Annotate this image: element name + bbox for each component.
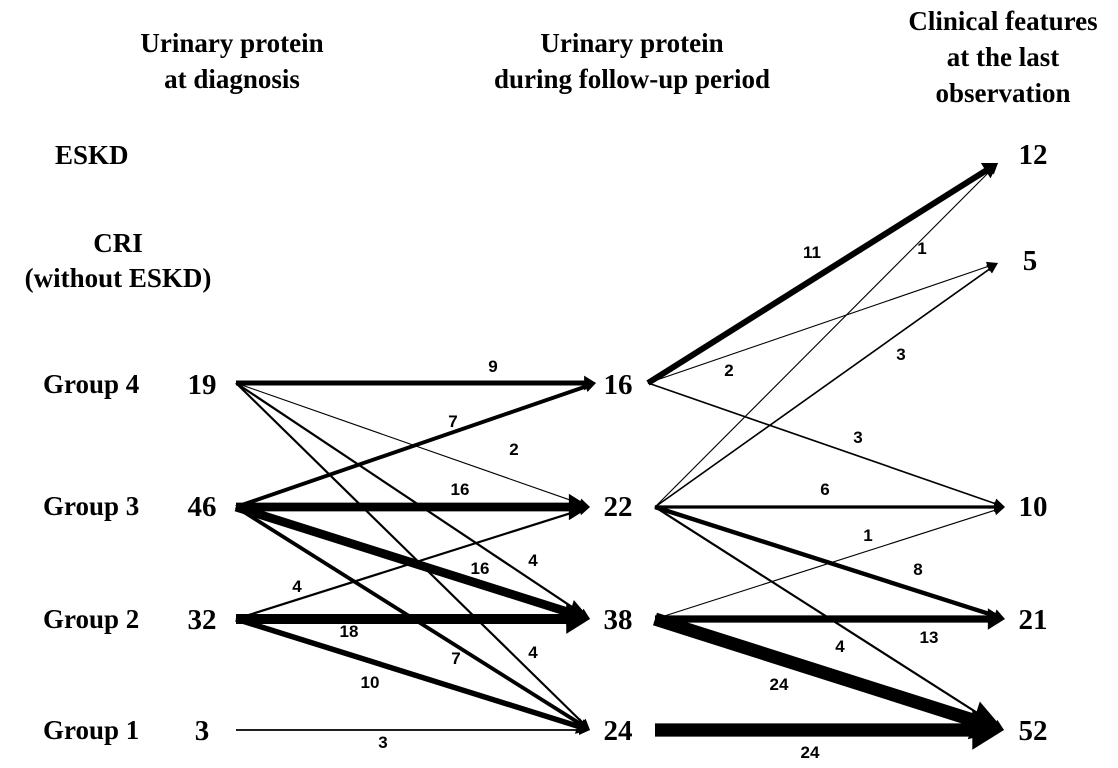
flow-arrow-dx-g2-to-fu-g1 <box>235 616 580 729</box>
flow-arrow-dx-g3-to-fu-g2 <box>234 502 573 618</box>
flow-label-fu-g1-to-last-g1: 24 <box>801 743 820 762</box>
flow-label-dx-g4-to-fu-g3: 2 <box>509 440 518 459</box>
header-diagnosis-line2: at diagnosis <box>164 64 300 94</box>
flow-label-dx-g4-to-fu-g4: 9 <box>488 357 497 376</box>
flow-label-dx-g4-to-fu-g1: 4 <box>528 643 538 662</box>
node-followup-group3: 22 <box>604 491 633 523</box>
header-last-line3: observation <box>936 78 1071 108</box>
flow-arrowhead-fu-g2-to-last-g2 <box>987 608 1005 630</box>
flow-label-fu-g4-to-last-g3: 3 <box>853 428 862 447</box>
node-diagnosis-group3: 46 <box>188 491 217 523</box>
flow-arrow-fu-g2-to-last-g1 <box>652 612 977 727</box>
flow-label-dx-g3-to-fu-g3: 16 <box>451 480 470 499</box>
header-diagnosis-line1: Urinary protein <box>140 28 323 58</box>
header-last-line1: Clinical features <box>908 6 1097 36</box>
flow-arrowhead-fu-g2-to-last-g3 <box>992 505 1005 516</box>
flow-label-dx-g3-to-fu-g4: 7 <box>448 412 457 431</box>
flow-label-fu-g3-to-last-g1: 4 <box>835 637 845 656</box>
row-label-group4: Group 4 <box>43 369 139 399</box>
flow-arrow-dx-g3-to-fu-g4 <box>235 384 588 509</box>
node-last-group3: 10 <box>1019 491 1048 523</box>
flow-arrow-fu-g4-to-last-eskd <box>646 167 989 386</box>
node-diagnosis-group2: 32 <box>188 604 217 636</box>
row-label-eskd: ESKD <box>55 140 129 170</box>
node-diagnosis-group1: 3 <box>195 715 210 747</box>
flow-arrow-fu-g2-to-last-g3 <box>654 509 996 620</box>
node-followup-group1: 24 <box>604 715 633 747</box>
header-last-line2: at the last <box>947 42 1059 72</box>
flow-label-fu-g3-to-last-g3: 6 <box>820 480 829 499</box>
header-followup: Urinary protein during follow-up period <box>494 28 770 94</box>
row-label-cri-sub: (without ESKD) <box>25 263 212 293</box>
header-last-observation: Clinical features at the last observatio… <box>908 6 1097 108</box>
node-last-group1: 52 <box>1019 715 1048 747</box>
node-last-group2: 21 <box>1019 604 1048 636</box>
flow-arrowhead-dx-g2-to-fu-g2 <box>566 604 590 634</box>
flow-label-fu-g2-to-last-g1: 24 <box>770 675 789 694</box>
flow-label-fu-g4-to-last-cri: 2 <box>724 361 733 380</box>
flow-arrow-fu-g3-to-last-g2 <box>654 504 997 619</box>
flow-edges <box>234 163 1005 750</box>
node-last-eskd: 12 <box>1019 139 1048 171</box>
flow-arrow-dx-g4-to-fu-g3 <box>235 382 581 505</box>
header-diagnosis: Urinary protein at diagnosis <box>140 28 323 94</box>
node-followup-group4: 16 <box>604 369 633 401</box>
node-followup-group2: 38 <box>604 604 633 636</box>
flow-label-dx-g3-to-fu-g2: 16 <box>471 559 490 578</box>
flow-label-fu-g2-to-last-g3: 1 <box>863 526 872 545</box>
flow-label-fu-g3-to-last-g2: 8 <box>913 560 922 579</box>
row-label-group3: Group 3 <box>43 491 139 521</box>
flow-arrow-fu-g4-to-last-g3 <box>647 382 996 505</box>
flow-arrow-dx-g4-to-fu-g2 <box>235 382 583 615</box>
header-followup-line2: during follow-up period <box>494 64 770 94</box>
flow-label-dx-g1-to-fu-g1: 3 <box>378 733 387 752</box>
header-followup-line1: Urinary protein <box>540 28 723 58</box>
flow-arrowhead-fu-g1-to-last-g1 <box>972 710 1004 750</box>
flow-label-dx-g3-to-fu-g1: 7 <box>451 649 460 668</box>
flow-label-fu-g3-to-last-cri: 3 <box>896 345 905 364</box>
flow-arrowhead-dx-g3-to-fu-g4 <box>583 381 596 393</box>
flow-arrow-fu-g3-to-last-cri <box>654 268 991 508</box>
flow-label-fu-g3-to-last-eskd: 1 <box>917 239 926 258</box>
flow-label-dx-g2-to-fu-g3: 4 <box>292 577 302 596</box>
flow-arrow-fu-g4-to-last-cri <box>647 265 989 384</box>
row-label-cri: CRI <box>93 228 143 258</box>
flow-arrow-fu-g3-to-last-eskd <box>654 169 992 508</box>
flow-label-dx-g4-to-fu-g2: 4 <box>528 551 538 570</box>
row-label-group2: Group 2 <box>43 604 139 634</box>
flow-arrowhead-fu-g3-to-last-cri <box>986 263 998 274</box>
node-last-cri: 5 <box>1023 245 1038 277</box>
flow-arrowhead-dx-g1-to-fu-g1 <box>579 725 590 735</box>
flow-arrowhead-dx-g2-to-fu-g3 <box>578 505 590 516</box>
flow-arrow-dx-g4-to-fu-g1 <box>235 382 584 724</box>
flow-arrow-dx-g2-to-fu-g3 <box>235 508 581 621</box>
flow-label-dx-g2-to-fu-g1: 10 <box>361 673 380 692</box>
flow-label-fu-g4-to-last-eskd: 11 <box>803 243 821 262</box>
row-label-group1: Group 1 <box>43 715 139 745</box>
flow-label-dx-g2-to-fu-g2: 18 <box>340 622 359 641</box>
flow-arrowhead-fu-g3-to-last-eskd <box>986 163 998 175</box>
flow-label-fu-g2-to-last-g2: 13 <box>920 628 939 647</box>
node-diagnosis-group4: 19 <box>188 369 217 401</box>
